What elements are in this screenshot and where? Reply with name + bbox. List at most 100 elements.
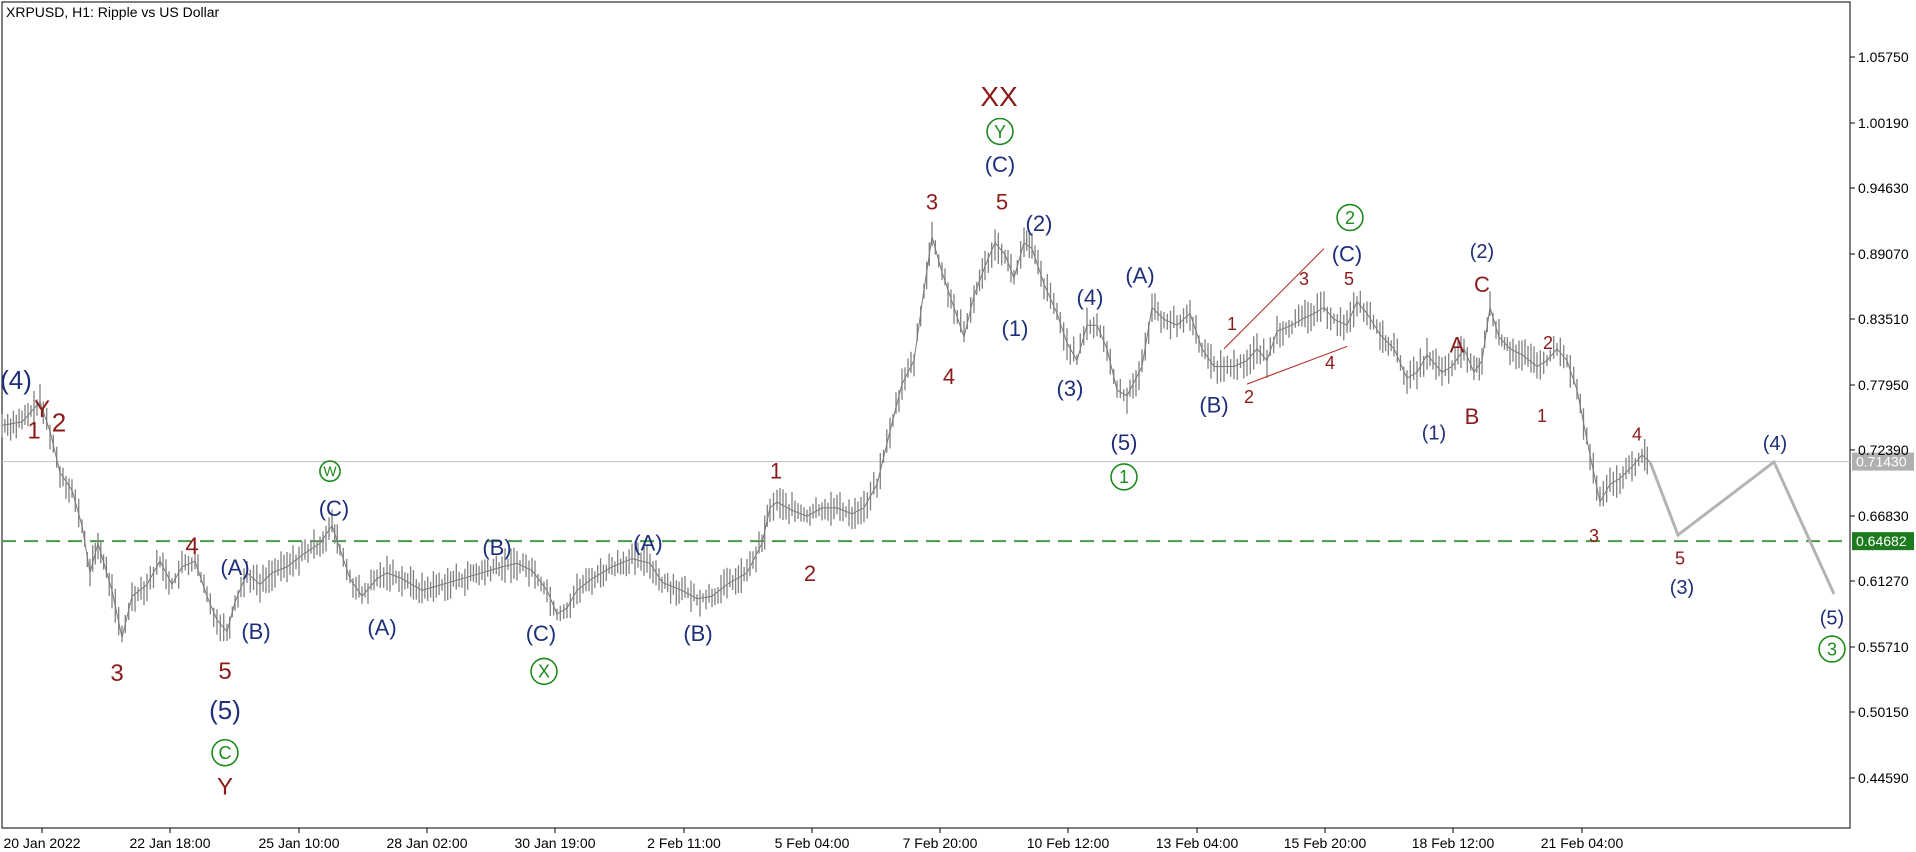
wave-label: (1) bbox=[1002, 316, 1029, 341]
wave-label: (4) bbox=[1077, 285, 1104, 310]
plot-border bbox=[1, 1, 1851, 829]
wave-label: (5) bbox=[1111, 430, 1138, 455]
wedge-lower-line bbox=[1246, 345, 1348, 385]
y-tick-label: 0.55710 bbox=[1858, 639, 1909, 655]
wave-label: 1 bbox=[1537, 406, 1547, 426]
wave-label: C bbox=[219, 743, 232, 763]
plot-frame bbox=[1, 1, 1851, 829]
y-tick-label: 0.72390 bbox=[1858, 442, 1909, 458]
wave-circle bbox=[1336, 203, 1364, 232]
wave-label: 3 bbox=[110, 660, 123, 687]
x-tick-label: 2 Feb 11:00 bbox=[647, 835, 721, 851]
x-tick-label: 21 Feb 04:00 bbox=[1541, 835, 1624, 851]
wave-label: (C) bbox=[985, 152, 1016, 177]
wave-label: (2) bbox=[1470, 241, 1494, 263]
wave-label: (5) bbox=[209, 695, 241, 725]
wave-label: Y bbox=[34, 396, 50, 423]
x-tick-label: 15 Feb 20:00 bbox=[1284, 835, 1367, 851]
wave-label: (4) bbox=[1763, 433, 1787, 455]
wave-label: 3 bbox=[1589, 526, 1599, 546]
wave-label: (B) bbox=[683, 621, 712, 646]
wave-label: 1 bbox=[27, 417, 40, 444]
wave-annotations: (4)Y 214(A)(B)3 5(5)CYW(C)(A)(B)(C)X(A)(B)… bbox=[0, 81, 1846, 800]
horizontal-lines: 0.71430 0.64682 bbox=[2, 452, 1914, 551]
wave-label: 5 bbox=[1344, 269, 1354, 289]
y-tick-label: 0.44590 bbox=[1858, 770, 1909, 786]
x-tick-label: 13 Feb 04:00 bbox=[1156, 835, 1239, 851]
y-tick-label: 0.83510 bbox=[1858, 311, 1909, 327]
projection-line bbox=[1648, 459, 1836, 595]
y-tick-label: 0.89070 bbox=[1858, 246, 1909, 262]
y-tick-label: 0.66830 bbox=[1858, 508, 1909, 524]
wave-circle bbox=[986, 117, 1014, 146]
chart-title: XRPUSD, H1: Ripple vs US Dollar bbox=[6, 4, 220, 20]
y-tick-label: 1.05750 bbox=[1858, 49, 1909, 65]
wave-label: 3 bbox=[1299, 269, 1309, 289]
wave-label: 3 bbox=[926, 190, 938, 215]
wedge-upper-line bbox=[1223, 248, 1325, 350]
x-tick-label: 10 Feb 12:00 bbox=[1027, 835, 1110, 851]
wave-label: 3 bbox=[1827, 639, 1837, 659]
wave-circle bbox=[1110, 463, 1138, 491]
x-tick-label: 7 Feb 20:00 bbox=[903, 835, 978, 851]
wave-circle bbox=[211, 738, 239, 767]
y-axis: 1.05750 1.00190 0.94630 0.89070 0.83510 0.779… bbox=[1850, 49, 1909, 786]
x-tick-label: 30 Jan 19:00 bbox=[515, 835, 596, 851]
wave-label: (C) bbox=[319, 496, 350, 521]
wave-label: 5 bbox=[218, 658, 231, 685]
x-tick-label: 22 Jan 18:00 bbox=[130, 835, 211, 851]
x-tick-label: 20 Jan 2022 bbox=[3, 835, 80, 851]
wave-label: (3) bbox=[1057, 376, 1084, 401]
wave-label: 4 bbox=[1325, 353, 1335, 373]
wave-label: C bbox=[1474, 272, 1490, 297]
wave-label: 1 bbox=[1227, 314, 1237, 334]
wave-label: 4 bbox=[943, 364, 955, 389]
current-price-badge bbox=[1852, 452, 1914, 471]
wave-label: 4 bbox=[185, 533, 198, 560]
wave-label: Y bbox=[994, 122, 1006, 142]
wave-label: 1 bbox=[1119, 467, 1129, 487]
wave-label: X bbox=[538, 662, 550, 682]
wave-label: 4 bbox=[1632, 425, 1642, 445]
wave-label: (5) bbox=[1820, 608, 1844, 630]
wave-label: (A) bbox=[1125, 263, 1154, 288]
wave-label: 5 bbox=[996, 190, 1008, 215]
wave-label: (B) bbox=[241, 619, 270, 644]
current-price-label: 0.71430 bbox=[1856, 454, 1907, 470]
wave-label: 2 bbox=[1345, 208, 1355, 228]
wave-label: 5 bbox=[1675, 549, 1685, 569]
x-tick-label: 5 Feb 04:00 bbox=[775, 835, 850, 851]
wave-label: A bbox=[1450, 332, 1465, 357]
wave-label: (B) bbox=[1199, 392, 1228, 417]
price-series bbox=[1, 221, 1651, 643]
level-price-label: 0.64682 bbox=[1856, 533, 1907, 549]
x-tick-label: 25 Jan 10:00 bbox=[259, 835, 340, 851]
wave-circle bbox=[319, 460, 341, 483]
y-tick-label: 1.00190 bbox=[1858, 115, 1909, 131]
wave-circle bbox=[530, 657, 558, 686]
wave-label: (B) bbox=[482, 535, 511, 560]
wave-label: XX bbox=[980, 81, 1018, 112]
wave-label: (C) bbox=[526, 621, 557, 646]
wave-label: (A) bbox=[633, 530, 662, 555]
y-tick-label: 0.50150 bbox=[1858, 704, 1909, 720]
y-tick-label: 0.61270 bbox=[1858, 573, 1909, 589]
projection-series bbox=[1648, 459, 1836, 595]
wave-label: (3) bbox=[1670, 577, 1694, 599]
wave-label: (C) bbox=[1332, 242, 1363, 267]
wave-label: 2 bbox=[52, 407, 66, 437]
wave-label: 2 bbox=[1244, 387, 1254, 407]
wave-label: (1) bbox=[1422, 423, 1446, 445]
x-tick-label: 28 Jan 02:00 bbox=[387, 835, 468, 851]
x-tick-label: 18 Feb 12:00 bbox=[1412, 835, 1495, 851]
wave-label: (A) bbox=[367, 615, 396, 640]
wave-circle bbox=[1818, 635, 1846, 663]
wave-label: Y bbox=[217, 773, 233, 800]
wave-label: B bbox=[1465, 404, 1480, 429]
y-tick-label: 0.94630 bbox=[1858, 180, 1909, 196]
level-price-badge bbox=[1852, 532, 1914, 551]
wave-label: (A) bbox=[220, 555, 249, 580]
wave-label: (2) bbox=[1026, 211, 1053, 236]
wave-label: (4) bbox=[0, 365, 32, 395]
